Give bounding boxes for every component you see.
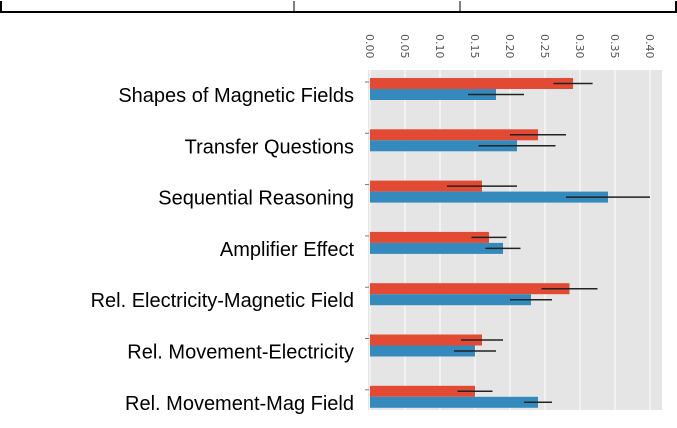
x-tick-label: 0.10 [433, 34, 446, 59]
category-label: Transfer Questions [185, 136, 354, 158]
x-tick-label: 0.25 [538, 34, 551, 59]
error-bars [447, 82, 650, 404]
bar-red [370, 283, 570, 295]
category-label: Rel. Movement-Electricity [127, 342, 354, 364]
bar-red [370, 334, 482, 346]
bar-blue [370, 345, 475, 357]
category-label: Rel. Electricity-Magnetic Field [91, 290, 354, 312]
category-label: Rel. Movement-Mag Field [125, 393, 354, 415]
x-tick-label: 0.35 [608, 34, 621, 59]
bar-blue [370, 242, 503, 254]
bar-blue [370, 140, 517, 152]
bar-blue [370, 191, 608, 203]
bar-blue [370, 89, 496, 100]
bar-red [370, 231, 489, 243]
category-label: Amplifier Effect [220, 239, 355, 261]
bar-blue [370, 294, 531, 306]
bar-red [370, 129, 538, 141]
x-tick-label: 0.30 [573, 34, 586, 59]
category-label: Shapes of Magnetic Fields [118, 85, 354, 107]
bars [370, 78, 608, 408]
bar-blue [370, 396, 538, 408]
bar-red [370, 180, 482, 192]
x-tick-label: 0.20 [503, 34, 516, 59]
x-tick-label: 0.40 [643, 34, 656, 59]
x-tick-label: 0.15 [468, 34, 481, 59]
x-tick-label: 0.00 [363, 34, 376, 59]
bar-red [370, 78, 573, 89]
category-labels: Shapes of Magnetic Fields Transfer Questi… [91, 85, 355, 415]
x-axis-ticks: 0.00 0.05 0.10 0.15 0.20 0.25 0.30 0.35 0.40 [363, 34, 656, 59]
table-border-lines [0, 1, 677, 13]
category-label: Sequential Reasoning [158, 188, 354, 210]
table-border-remnant [0, 0, 677, 13]
x-tick-label: 0.05 [398, 34, 411, 59]
bar-red [370, 385, 475, 397]
